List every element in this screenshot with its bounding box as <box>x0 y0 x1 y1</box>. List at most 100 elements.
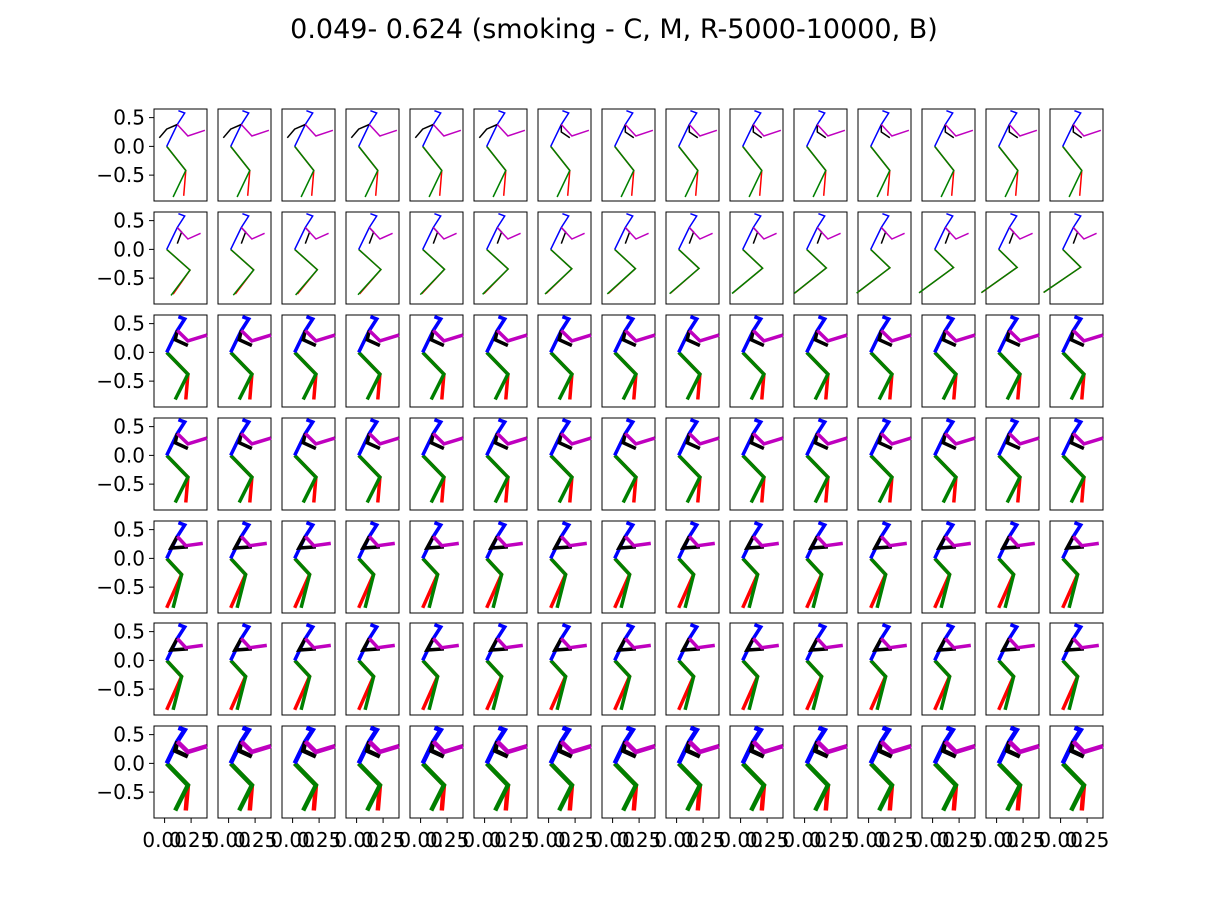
left-arm-line <box>560 124 571 139</box>
right-arm-line <box>496 329 528 343</box>
y-tick-label: 0.0 <box>113 237 145 261</box>
x-tick-label: 0.00 <box>334 828 379 852</box>
subplot-frame <box>217 108 272 202</box>
subplot-frame <box>473 417 528 511</box>
right-arm-line <box>752 535 780 548</box>
left-leg-line <box>856 248 892 294</box>
left-arm-line <box>173 330 189 348</box>
subplot-frame <box>153 211 208 305</box>
right-arm-line <box>1008 226 1033 240</box>
left-arm-line <box>749 330 765 348</box>
x-tick-label: 0.25 <box>489 828 534 852</box>
spine-line <box>678 212 698 250</box>
left-arm-line <box>615 637 637 652</box>
spine-line <box>614 212 634 250</box>
y-tick-label: −0.5 <box>96 780 145 804</box>
x-tick-label: 0.00 <box>1038 828 1083 852</box>
left-leg-line <box>229 351 255 401</box>
subplot-r5-c0: 0.5 0.0 −0.5 <box>96 620 208 716</box>
left-arm-line <box>816 124 827 139</box>
left-leg-line <box>165 351 191 401</box>
left-arm-line <box>429 433 445 451</box>
subplot-r1-c4 <box>409 211 464 305</box>
subplot-r4-c4 <box>409 520 464 614</box>
left-leg-line <box>166 145 187 198</box>
subplot-r1-c2 <box>281 211 336 305</box>
left-leg-line <box>805 659 824 711</box>
subplot-r2-c9 <box>729 314 784 408</box>
subplot-frame <box>665 108 720 202</box>
subplot-frame <box>1049 520 1104 614</box>
right-arm-line <box>432 535 460 548</box>
subplot-frame <box>1049 211 1104 305</box>
subplot-frame <box>409 622 464 716</box>
right-arm-line <box>496 637 524 650</box>
subplot-frame <box>665 417 720 511</box>
left-leg-line <box>741 454 767 504</box>
left-arm-line <box>158 123 178 139</box>
left-arm-line <box>222 123 242 139</box>
spine-line <box>996 725 1021 765</box>
subplot-r2-c10 <box>793 314 848 408</box>
subplot-frame <box>601 622 656 716</box>
left-leg-line <box>677 351 703 401</box>
spine-line <box>1061 315 1084 354</box>
subplot-frame <box>537 622 592 716</box>
left-arm-line <box>877 433 893 451</box>
right-arm-line <box>432 637 460 650</box>
left-leg-line <box>1043 248 1082 294</box>
subplot-frame <box>857 211 912 305</box>
left-arm-line <box>743 637 765 652</box>
spine-line <box>740 725 765 765</box>
subplot-r4-c0: 0.5 0.0 −0.5 <box>96 518 208 614</box>
subplot-r0-c9 <box>729 108 784 202</box>
left-leg-line <box>870 145 891 198</box>
spine-line <box>934 109 954 147</box>
spine-line <box>742 212 762 250</box>
x-tick-label: 0.25 <box>233 828 278 852</box>
spine-line <box>485 418 508 457</box>
subplot-frame <box>921 622 976 716</box>
spine-line <box>549 418 572 457</box>
right-arm-line <box>688 329 720 343</box>
subplot-frame <box>153 725 208 819</box>
subplot-r5-c7 <box>601 622 656 716</box>
subplot-frame <box>537 314 592 408</box>
left-arm-line <box>685 433 701 451</box>
left-arm-line <box>624 124 635 139</box>
left-arm-line <box>1072 124 1083 139</box>
right-arm-line <box>560 226 585 240</box>
left-leg-line <box>421 557 440 609</box>
y-tick-label: −0.5 <box>96 163 145 187</box>
x-tick-label: 0.25 <box>297 828 342 852</box>
left-leg-line <box>1061 454 1087 504</box>
spine-line <box>998 212 1018 250</box>
left-leg-line <box>614 145 635 198</box>
left-arm-line <box>557 330 573 348</box>
right-arm-line <box>624 432 656 446</box>
x-tick-label: 0.00 <box>718 828 763 852</box>
subplot-r2-c14 <box>1049 314 1104 408</box>
left-leg-line <box>293 557 312 609</box>
left-arm-line <box>365 330 381 348</box>
subplot-r4-c10 <box>793 520 848 614</box>
left-leg-line <box>293 351 319 401</box>
left-leg-line <box>294 145 315 198</box>
left-arm-line <box>551 535 573 550</box>
subplot-r0-c5 <box>473 108 528 202</box>
spine-line <box>356 725 381 765</box>
subplot-r4-c12 <box>921 520 976 614</box>
left-arm-line <box>999 535 1021 550</box>
subplot-frame <box>665 622 720 716</box>
left-leg-line <box>549 761 575 812</box>
subplot-r0-c1 <box>217 108 272 202</box>
right-arm-line <box>879 739 912 755</box>
right-arm-line <box>1008 123 1038 137</box>
right-arm-line <box>560 329 592 343</box>
left-arm-line <box>748 740 765 759</box>
spine-line <box>486 212 506 250</box>
left-leg-line <box>869 659 888 711</box>
right-arm-line <box>304 637 332 650</box>
left-arm-line <box>679 535 701 550</box>
right-arm-line <box>752 123 782 137</box>
